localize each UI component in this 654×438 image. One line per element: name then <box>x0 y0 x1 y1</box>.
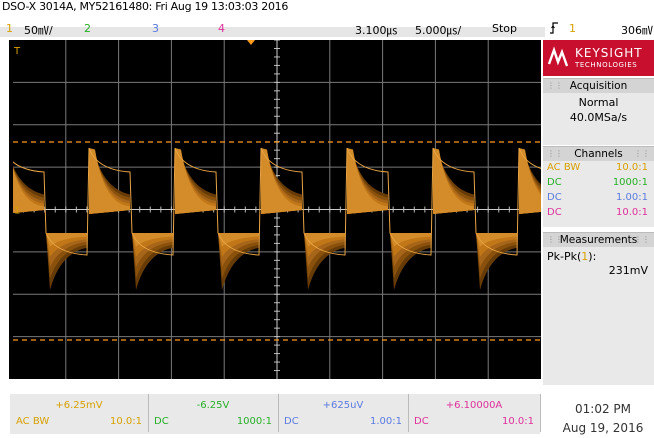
clock-date: Aug 19, 2016 <box>556 419 650 438</box>
status-bar: 1 50㎷/ 2 3 4 3.100㎲ 5.000㎲/ Stop 1 306㎷ <box>0 14 654 37</box>
channel-probe-ratio: 10.0:1 <box>110 416 142 427</box>
channel-coupling: DC <box>414 416 429 427</box>
horizontal-delay[interactable]: 3.100㎲ <box>355 22 398 38</box>
channel-coupling: DC <box>547 177 562 188</box>
trigger-level[interactable]: 306㎷ <box>621 22 653 38</box>
channel-3-number[interactable]: 3 <box>152 22 159 35</box>
channel-coupling: AC BW <box>16 416 49 427</box>
channel-coupling: AC BW <box>547 162 580 173</box>
channel-row[interactable]: AC BW 10.0:1 <box>543 161 654 176</box>
brand-subtitle: TECHNOLOGIES <box>575 61 637 69</box>
measurement-name: Pk-Pk(1): <box>547 250 654 263</box>
clock: 01:02 PM Aug 19, 2016 <box>556 400 650 438</box>
measurements-box[interactable]: ⋮⋮ Measurements ⋮⋮ Pk-Pk(1): 231mV <box>543 232 654 385</box>
channel-coupling: DC <box>547 207 562 218</box>
channel-2-info[interactable]: -6.25V DC 1000:1 <box>148 394 279 432</box>
channel-probe-ratio: 10.0:1 <box>616 207 648 218</box>
acquisition-mode: Normal <box>543 96 654 109</box>
drag-handle-icon: ⋮⋮ <box>634 233 650 247</box>
measurement-value: 231mV <box>543 264 648 277</box>
channel-coupling: DC <box>284 416 299 427</box>
channel-4-info[interactable]: +6.10000A DC 10.0:1 <box>408 394 541 432</box>
channel-3-info[interactable]: +625uV DC 1.00:1 <box>278 394 409 432</box>
instrument-title: DSO-X 3014A, MY52161480: Fri Aug 19 13:0… <box>2 0 288 13</box>
trigger-level-marker: T <box>13 46 21 57</box>
channel-probe-ratio: 1.00:1 <box>370 416 402 427</box>
channel-row[interactable]: DC 1.00:1 <box>543 191 654 206</box>
acquisition-box[interactable]: ⋮⋮ Acquisition Normal 40.0MSa/s <box>543 78 654 145</box>
channel-probe-ratio: 1000:1 <box>613 177 648 188</box>
drag-handle-icon: ⋮⋮ <box>547 79 563 93</box>
drag-handle-icon: ⋮⋮ <box>547 233 563 247</box>
channel-probe-ratio: 1000:1 <box>237 416 272 427</box>
channel-probe-ratio: 10.0:1 <box>616 162 648 173</box>
waveform-canvas: 1T <box>13 40 541 379</box>
brand-name: KEYSIGHT <box>575 46 643 60</box>
left-edge <box>0 40 13 379</box>
channel-1-ground-marker: 1 <box>14 206 20 217</box>
channels-title: Channels <box>574 148 623 160</box>
timebase-scale[interactable]: 5.000㎲/ <box>415 22 461 38</box>
channel-coupling: DC <box>154 416 169 427</box>
brand-logo: KEYSIGHT TECHNOLOGIES <box>543 40 654 76</box>
channel-probe-ratio: 1.00:1 <box>616 192 648 203</box>
run-state[interactable]: Stop <box>492 22 517 35</box>
channel-2-number[interactable]: 2 <box>84 22 91 35</box>
channel-1-number[interactable]: 1 <box>6 22 13 35</box>
measurements-title: Measurements <box>560 234 638 246</box>
channel-row[interactable]: DC 1000:1 <box>543 176 654 191</box>
side-panel: KEYSIGHT TECHNOLOGIES ⋮⋮ Acquisition Norm… <box>543 40 654 384</box>
channel-4-number[interactable]: 4 <box>218 22 225 35</box>
channels-box[interactable]: ⋮⋮ Channels ⋮⋮ AC BW 10.0:1 DC 1000:1 DC 1.00:1… <box>543 146 654 227</box>
acquisition-title: Acquisition <box>570 80 628 92</box>
channel-probe-ratio: 10.0:1 <box>502 416 534 427</box>
channel-offset: -6.25V <box>148 400 278 411</box>
channel-info-bar: +6.25mV AC BW 10.0:1 -6.25V DC 1000:1 +625uV DC… <box>10 394 540 434</box>
channel-offset: +6.10000A <box>408 400 540 411</box>
trigger-source[interactable]: 1 <box>569 22 576 35</box>
trigger-position-marker <box>247 40 255 45</box>
channel-coupling: DC <box>547 192 562 203</box>
sample-rate: 40.0MSa/s <box>543 111 654 124</box>
channel-offset: +6.25mV <box>10 400 148 411</box>
channel-1-scale[interactable]: 50㎷/ <box>24 22 53 38</box>
channel-1-info[interactable]: +6.25mV AC BW 10.0:1 <box>10 394 149 432</box>
clock-time: 01:02 PM <box>556 400 650 419</box>
drag-handle-icon: ⋮⋮ <box>634 147 650 161</box>
trigger-edge-icon <box>549 22 559 37</box>
drag-handle-icon: ⋮⋮ <box>547 147 563 161</box>
channel-offset: +625uV <box>278 400 408 411</box>
channel-row[interactable]: DC 10.0:1 <box>543 206 654 221</box>
